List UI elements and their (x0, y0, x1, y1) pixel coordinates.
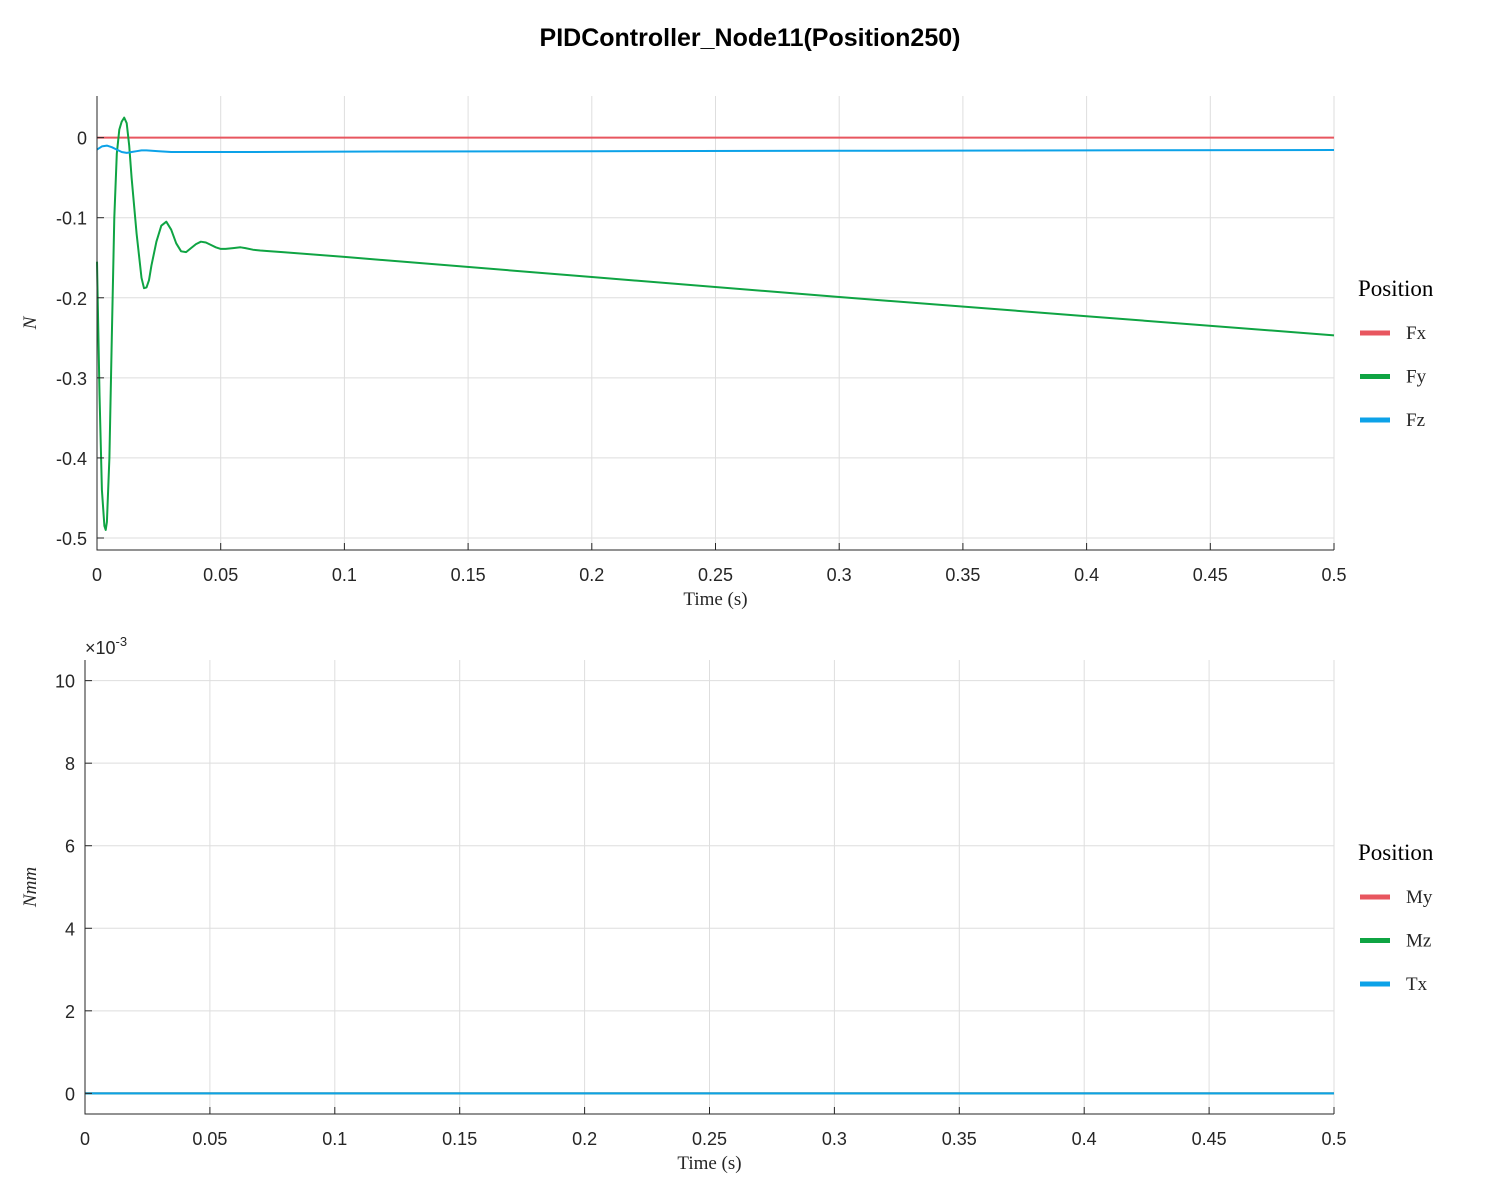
x-axis-label: Time (s) (677, 1153, 741, 1174)
y-tick-label: 6 (65, 837, 75, 857)
legend-label-fy: Fy (1406, 367, 1427, 388)
x-tick-label: 0.15 (451, 565, 486, 585)
legend-title: Position (1358, 276, 1434, 301)
legend: Position Fx Fy Fz (1358, 276, 1434, 431)
x-tick-label: 0.25 (698, 565, 733, 585)
x-tick-label: 0.35 (945, 565, 980, 585)
x-tick-label: 0.2 (572, 1129, 597, 1149)
x-tick-label: 0.25 (692, 1129, 727, 1149)
y-axis-label: Nmm (20, 867, 41, 908)
y-tick-label: 0 (65, 1084, 75, 1104)
x-tick-label: 0.35 (942, 1129, 977, 1149)
x-tick-label: 0.4 (1074, 565, 1099, 585)
force-panel: 0 0.05 0.1 0.15 0.2 0.25 0.3 0.35 0.4 0.45 0.5 -0.5… (20, 96, 1434, 610)
y-tick-label: -0.5 (56, 529, 87, 549)
y-axis-label: N (20, 315, 41, 330)
legend-label-my: My (1406, 887, 1433, 908)
x-tick-label: 0 (80, 1129, 90, 1149)
legend-title: Position (1358, 840, 1434, 865)
x-axis-label: Time (s) (683, 589, 747, 610)
x-tick-label: 0.5 (1321, 565, 1346, 585)
x-tick-label: 0 (92, 565, 102, 585)
y-tick-label: 4 (65, 919, 75, 939)
y-tick-label: -0.4 (56, 449, 87, 469)
legend-label-mz: Mz (1406, 931, 1431, 952)
x-tick-label: 0.5 (1321, 1129, 1346, 1149)
x-tick-label: 0.2 (579, 565, 604, 585)
x-tick-label: 0.3 (822, 1129, 847, 1149)
figure-title: PIDController_Node11(Position250) (540, 24, 961, 52)
y-tick-label: 0 (77, 129, 87, 149)
x-tick-label: 0.1 (332, 565, 357, 585)
x-tick-label: 0.15 (442, 1129, 477, 1149)
series-line-fy (96, 116, 1335, 531)
legend-label-fx: Fx (1406, 323, 1427, 344)
y-tick-label: 10 (55, 672, 75, 692)
x-tick-label: 0.05 (192, 1129, 227, 1149)
y-tick-label: -0.1 (56, 209, 87, 229)
series-line-fz (96, 144, 1335, 154)
x-tick-label: 0.4 (1072, 1129, 1097, 1149)
y-tick-label: 2 (65, 1002, 75, 1022)
y-tick-label: 8 (65, 754, 75, 774)
x-tick-label: 0.45 (1192, 1129, 1227, 1149)
legend-label-fz: Fz (1406, 410, 1425, 431)
moment-panel: 0 0.05 0.1 0.15 0.2 0.25 0.3 0.35 0.4 0.45 0.5 0 2 4 6… (20, 634, 1434, 1174)
y-tick-label: -0.3 (56, 369, 87, 389)
legend-label-tx: Tx (1406, 974, 1428, 995)
legend: Position My Mz Tx (1358, 840, 1434, 995)
y-tick-label: -0.2 (56, 289, 87, 309)
x-tick-label: 0.3 (827, 565, 852, 585)
x-tick-label: 0.05 (203, 565, 238, 585)
x-tick-label: 0.1 (322, 1129, 347, 1149)
x-tick-label: 0.45 (1193, 565, 1228, 585)
y-exponent-label: ×10-3 (85, 634, 127, 658)
